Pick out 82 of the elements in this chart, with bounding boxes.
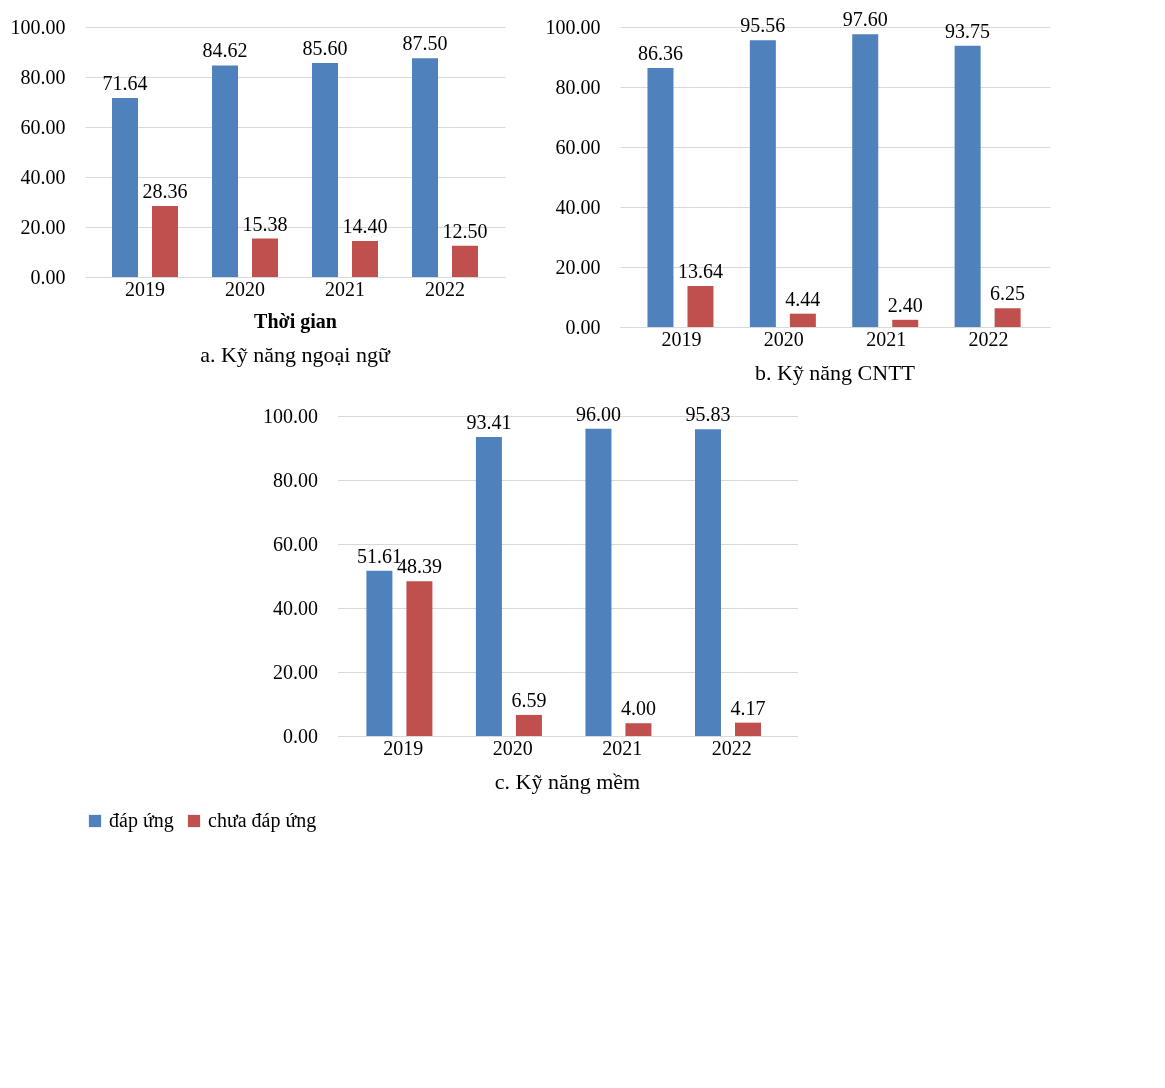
data-label: 93.41 (466, 411, 512, 434)
bar (994, 308, 1021, 327)
bar (892, 319, 919, 327)
bar (252, 238, 278, 277)
data-label: 97.60 (842, 8, 888, 31)
x-tick-label: 2022 (711, 736, 752, 759)
x-tick-label: 2021 (866, 327, 907, 350)
y-tick-label: 20.00 (20, 215, 66, 238)
data-label: 96.00 (575, 402, 621, 425)
bar (694, 429, 721, 736)
text: a. Kỹ năng ngoại ngữ (200, 342, 391, 367)
x-tick-label: 2019 (383, 736, 424, 759)
bar (475, 437, 502, 736)
x-tick-label: 2020 (225, 277, 265, 300)
data-label: 95.56 (740, 14, 786, 37)
data-label: 87.50 (402, 32, 448, 55)
y-tick-label: 60.00 (20, 115, 66, 138)
bar (312, 63, 338, 277)
data-label: 4.17 (730, 696, 766, 719)
x-tick-label: 2022 (425, 277, 465, 300)
text: c. Kỹ năng mềm (494, 769, 641, 794)
data-label: 4.00 (620, 697, 656, 720)
y-tick-label: 40.00 (555, 195, 601, 218)
data-label: 4.44 (785, 287, 821, 310)
bar (452, 245, 478, 277)
data-label: 85.60 (302, 37, 348, 59)
bar (789, 313, 816, 327)
legend-label: đáp ứng (109, 809, 174, 832)
data-label: 95.83 (685, 403, 731, 426)
y-tick-label: 80.00 (555, 75, 601, 98)
text: b. Kỹ năng CNTT (754, 360, 916, 385)
data-label: 28.36 (142, 180, 188, 203)
bar (734, 722, 761, 736)
bar (352, 241, 378, 277)
bar (585, 428, 612, 736)
y-tick-label: 100.00 (263, 404, 318, 427)
y-tick-label: 100.00 (10, 15, 66, 38)
x-tick-label: 2021 (602, 736, 643, 759)
data-label: 84.62 (202, 39, 248, 62)
y-tick-label: 80.00 (273, 468, 318, 491)
data-label: 6.59 (511, 688, 547, 711)
bar (954, 45, 981, 327)
x-tick-label: 2020 (763, 327, 804, 350)
bar (515, 714, 542, 736)
bar (152, 206, 178, 277)
data-label: 14.40 (342, 215, 388, 237)
y-tick-label: 20.00 (273, 660, 318, 683)
bar (366, 570, 393, 736)
bar (647, 67, 674, 327)
x-axis-title: Thời gian (254, 309, 337, 333)
data-label: 13.64 (677, 260, 723, 283)
y-tick-label: 80.00 (20, 65, 66, 88)
y-tick-label: 100.00 (545, 15, 601, 38)
bar (852, 34, 879, 327)
y-tick-label: 40.00 (20, 165, 66, 188)
bar (749, 40, 776, 327)
bar (687, 286, 714, 327)
x-tick-label: 2020 (492, 736, 533, 759)
x-tick-label: 2019 (125, 277, 165, 300)
y-tick-label: 60.00 (273, 532, 318, 555)
x-tick-label: 2021 (325, 277, 365, 300)
bar (625, 723, 652, 736)
data-label: 6.25 (990, 282, 1026, 305)
y-tick-label: 20.00 (555, 255, 601, 278)
data-label: 86.36 (637, 41, 683, 64)
data-label: 12.50 (442, 219, 488, 242)
data-label: 93.75 (945, 19, 991, 42)
y-tick-label: 60.00 (555, 135, 601, 158)
y-tick-label: 40.00 (273, 596, 318, 619)
x-tick-label: 2022 (968, 327, 1009, 350)
data-label: 15.38 (242, 212, 288, 235)
legend-label: chưa đáp ứng (208, 809, 317, 832)
data-label: 71.64 (102, 71, 148, 94)
bar (212, 65, 238, 277)
bar (406, 581, 433, 736)
bar (412, 58, 438, 277)
data-label: 2.40 (887, 293, 923, 316)
y-tick-label: 0.00 (283, 724, 318, 747)
x-tick-label: 2019 (661, 327, 702, 350)
bar (112, 97, 138, 277)
y-tick-label: 0.00 (565, 315, 601, 338)
y-tick-label: 0.00 (30, 265, 66, 288)
